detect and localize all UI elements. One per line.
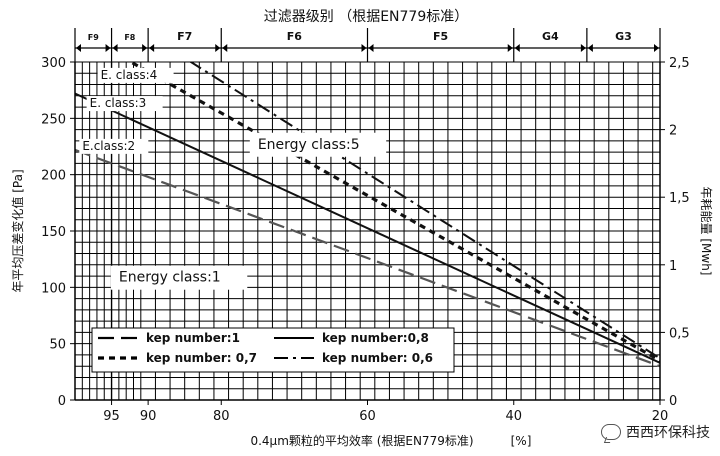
band-arrow	[580, 44, 586, 52]
class-label-bg	[85, 30, 102, 43]
class-label-bg	[121, 30, 138, 43]
legend: kep number:1 kep number:0,8 kep number: 0,…	[91, 327, 455, 373]
legend-label: kep number:0,8	[322, 331, 429, 345]
class-label-bg	[280, 30, 309, 43]
filter-class-bands: F9 F8 F7 F6 F5 G4 G3	[74, 28, 661, 62]
y-left-tick-label: 150	[41, 225, 66, 240]
x-tick-label: 90	[140, 409, 157, 424]
region-label: Energy class:5	[258, 137, 360, 153]
class-label: F7	[177, 30, 192, 43]
watermark: 西西环保科技	[601, 422, 710, 442]
region-label-bg	[110, 265, 248, 290]
legend-label: kep number: 0,6	[322, 351, 433, 365]
band-arrow	[149, 44, 155, 52]
axes: 0 50 100 150 200 250 300 0 0,5 1 1,5 2 2,5 95 90 80 60 40…	[41, 56, 690, 424]
y-left-tick-label: 300	[41, 56, 66, 71]
series-line	[75, 92, 660, 364]
series-line	[75, 148, 660, 368]
band-arrow	[215, 44, 221, 52]
band-arrow	[112, 44, 118, 52]
class-label-bg	[426, 30, 455, 43]
band-arrow	[142, 44, 148, 52]
y-right-tick-label: 0,5	[669, 326, 690, 341]
series-label: E.class:2	[82, 139, 135, 153]
y-right-tick-label: 2,5	[669, 56, 690, 71]
band-arrow	[368, 44, 374, 52]
y-right-tick-label: 2	[669, 124, 677, 139]
series-line	[189, 62, 660, 360]
y-left-tick-label: 200	[41, 169, 66, 184]
x-axis-label: 0.4μm颗粒的平均效率 (根据EN779标准)	[250, 433, 473, 448]
y-left-tick-label: 100	[41, 281, 66, 296]
series-line	[127, 62, 660, 362]
series-label-bg	[97, 67, 174, 83]
class-label: G4	[542, 30, 559, 43]
x-tick-label: 20	[652, 409, 669, 424]
class-label: F5	[433, 30, 448, 43]
series-label-bg	[79, 138, 149, 154]
watermark-text: 西西环保科技	[626, 425, 710, 441]
region-label: Energy class:1	[119, 270, 221, 286]
series-lines	[75, 62, 660, 368]
x-tick-label: 95	[103, 409, 120, 424]
band-arrow	[76, 44, 81, 52]
region-label-bg	[249, 132, 387, 157]
y-axis-right-label: 年耗能量 [Mwh]	[699, 187, 713, 276]
class-label-bg	[536, 30, 565, 43]
band-arrow	[587, 44, 593, 52]
series-label: E. class:3	[90, 96, 147, 110]
x-tick-label: 60	[359, 409, 376, 424]
y-left-tick-label: 250	[41, 112, 66, 127]
band-arrow	[222, 44, 228, 52]
y-right-tick-label: 1,5	[669, 191, 690, 206]
chart-title: 过滤器级别 （根据EN779标准）	[264, 9, 469, 25]
class-label-bg	[609, 30, 638, 43]
band-arrow	[514, 44, 520, 52]
legend-label: kep number:1	[146, 331, 240, 345]
y-left-tick-label: 0	[58, 394, 66, 409]
series-label-bg	[86, 96, 163, 112]
class-label: F8	[124, 33, 135, 42]
series-label: E. class:4	[101, 68, 158, 82]
legend-label: kep number: 0,7	[146, 351, 257, 365]
y-right-tick-label: 1	[669, 259, 677, 274]
x-axis-unit: [%]	[511, 434, 532, 448]
band-arrow	[507, 44, 513, 52]
band-arrow	[105, 44, 111, 52]
class-label-bg	[170, 30, 199, 43]
x-tick-label: 40	[505, 409, 522, 424]
class-label: F6	[287, 30, 303, 43]
band-arrow	[654, 44, 659, 52]
class-label: F9	[88, 33, 99, 42]
y-left-tick-label: 50	[49, 338, 66, 353]
chat-bubble-icon	[601, 424, 621, 440]
y-axis-left-label: 年平均压差变化值 [Pa]	[10, 169, 25, 292]
legend-box	[91, 327, 455, 373]
x-tick-label: 80	[213, 409, 230, 424]
y-right-tick-label: 0	[669, 394, 677, 409]
band-arrow	[361, 44, 367, 52]
class-label: G3	[615, 30, 632, 43]
annotations: E.class:2 E. class:3 E. class:4 Energy clas…	[79, 67, 387, 290]
